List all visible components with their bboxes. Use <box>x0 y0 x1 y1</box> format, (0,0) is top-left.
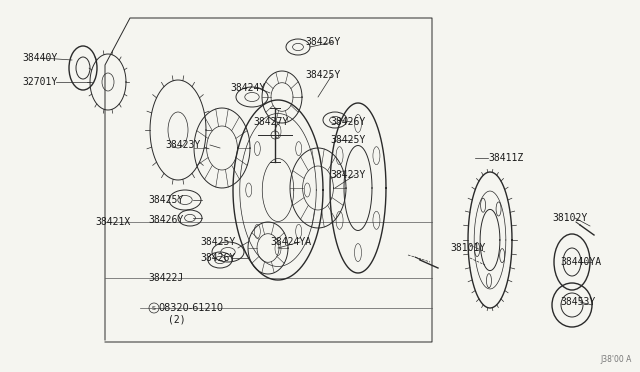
Text: 38424Y: 38424Y <box>230 83 265 93</box>
Text: 38426Y: 38426Y <box>200 253 236 263</box>
Text: 38440Y: 38440Y <box>22 53 57 63</box>
Text: 38426Y: 38426Y <box>148 215 183 225</box>
Text: S: S <box>152 305 156 311</box>
Text: 38425Y: 38425Y <box>330 135 365 145</box>
Text: 38425Y: 38425Y <box>148 195 183 205</box>
Text: 38453Y: 38453Y <box>560 297 595 307</box>
Text: 38102Y: 38102Y <box>552 213 588 223</box>
Text: 38425Y: 38425Y <box>305 70 340 80</box>
Text: 38421X: 38421X <box>95 217 131 227</box>
Text: 38440YA: 38440YA <box>560 257 601 267</box>
Text: 32701Y: 32701Y <box>22 77 57 87</box>
Text: 38101Y: 38101Y <box>450 243 485 253</box>
Text: 38422J: 38422J <box>148 273 183 283</box>
Text: 38423Y: 38423Y <box>165 140 200 150</box>
Text: 38427Y: 38427Y <box>253 117 288 127</box>
Text: 38411Z: 38411Z <box>488 153 524 163</box>
Text: (2): (2) <box>168 315 186 325</box>
Text: 38426Y: 38426Y <box>330 117 365 127</box>
Text: 38424YA: 38424YA <box>270 237 311 247</box>
Text: 08320-61210: 08320-61210 <box>158 303 223 313</box>
Text: 38425Y: 38425Y <box>200 237 236 247</box>
Text: 38426Y: 38426Y <box>305 37 340 47</box>
Text: 38423Y: 38423Y <box>330 170 365 180</box>
Text: J38'00 A: J38'00 A <box>600 355 632 364</box>
